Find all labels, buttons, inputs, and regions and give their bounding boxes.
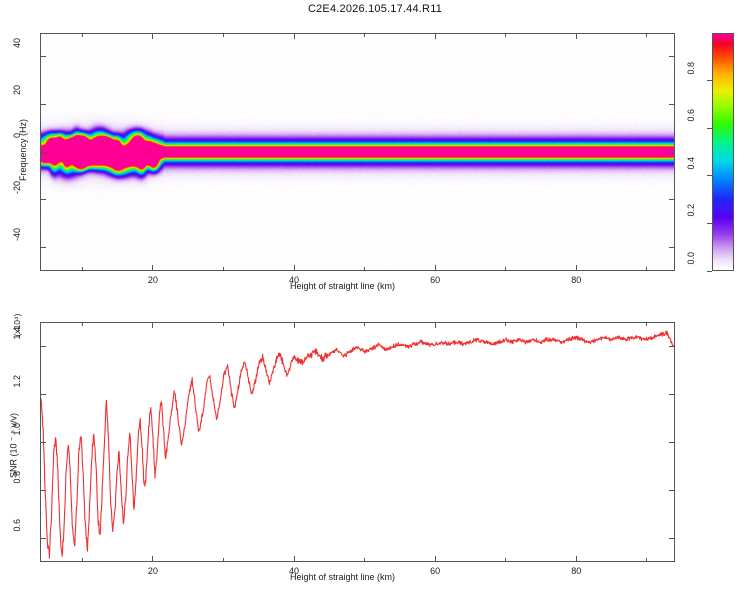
colorbar-tick [707,175,712,177]
x-tick-minor [364,267,366,271]
x-tick-major-top [434,33,436,39]
colorbar-tick-label: 0.4 [686,156,696,170]
x-tick-minor [222,267,224,271]
colorbar-tick [707,222,712,224]
y-tick-major-right [669,56,675,58]
x-tick-minor [646,267,648,271]
spectrogram-axes [40,33,675,271]
y-tick-major [40,393,46,395]
x-tick-minor [646,558,648,562]
snr-y-multiplier: (x10⁴) [12,313,22,337]
y-tick-major [40,246,46,248]
colorbar-tick-label: 0.0 [686,252,696,265]
y-tick-major-right [669,393,675,395]
x-tick-minor [364,558,366,562]
x-tick-minor-top [364,322,366,326]
x-tick-major [152,556,154,562]
y-tick-label: 40 [12,37,22,48]
snr-ylabel: SNR (10 ⁻ ⁸ v/v) [8,412,19,479]
colorbar-tick-label: 0.6 [686,109,696,122]
x-tick-major [293,556,295,562]
y-tick-major [40,537,46,539]
colorbar-tick-label: 0.2 [686,204,696,217]
figure-title: C2E4.2026.105.17.44.R11 [307,3,443,15]
y-tick-label: -40 [12,228,22,242]
x-tick-major-top [293,322,295,328]
x-tick-minor-top [646,322,648,326]
y-tick-major [40,103,46,105]
x-tick-major [434,265,436,271]
x-tick-major [575,556,577,562]
y-tick-major [40,489,46,491]
x-tick-minor [81,558,83,562]
y-tick-major [40,56,46,58]
x-tick-major-top [152,322,154,328]
x-tick-minor [222,558,224,562]
spectrogram-xlabel: Height of straight line (km) [290,281,396,291]
snr-trace-svg [41,330,674,559]
x-tick-major [293,265,295,271]
x-tick-minor [505,267,507,271]
x-tick-major-top [434,322,436,328]
x-tick-label: 20 [147,566,158,576]
x-tick-minor-top [222,322,224,326]
x-tick-major-top [575,322,577,328]
x-tick-major [575,265,577,271]
snr-plot-area [41,323,674,561]
colorbar-tick [707,127,712,129]
x-tick-minor [81,267,83,271]
y-tick-major-right [669,345,675,347]
x-tick-minor [505,558,507,562]
spectrogram-image [41,34,674,270]
x-tick-major [152,265,154,271]
x-tick-label: 40 [288,566,299,576]
x-tick-minor-top [81,322,83,326]
y-tick-major-right [669,103,675,105]
x-tick-label: 80 [571,275,582,285]
y-tick-major-right [669,199,675,201]
y-tick-label: 0.6 [12,519,22,532]
y-tick-major [40,345,46,347]
x-tick-label: 60 [430,566,441,576]
x-tick-label: 60 [430,275,441,285]
y-tick-major [40,441,46,443]
snr-trace [41,330,674,559]
x-tick-label: 20 [147,275,158,285]
colorbar-tick [707,270,712,272]
colorbar [712,33,734,271]
snr-xlabel: Height of straight line (km) [290,572,396,582]
colorbar-tick [707,80,712,82]
y-tick-major-right [669,246,675,248]
x-tick-major-top [575,33,577,39]
y-tick-major-right [669,441,675,443]
x-tick-minor-top [364,33,366,37]
x-tick-major [434,556,436,562]
x-tick-minor-top [222,33,224,37]
snr-axes [40,322,675,562]
y-tick-major [40,199,46,201]
x-tick-major-top [293,33,295,39]
x-tick-minor-top [505,33,507,37]
y-tick-major-right [669,537,675,539]
x-tick-minor-top [646,33,648,37]
y-tick-major-right [669,489,675,491]
x-tick-major-top [152,33,154,39]
x-tick-label: 40 [288,275,299,285]
spectrogram-ylabel: Frequency (Hz) [18,119,28,182]
colorbar-tick-label: 0.8 [686,61,696,75]
x-tick-label: 80 [571,566,582,576]
x-tick-minor-top [81,33,83,37]
y-tick-major [40,151,46,153]
y-tick-major-right [669,151,675,153]
x-tick-minor-top [505,322,507,326]
